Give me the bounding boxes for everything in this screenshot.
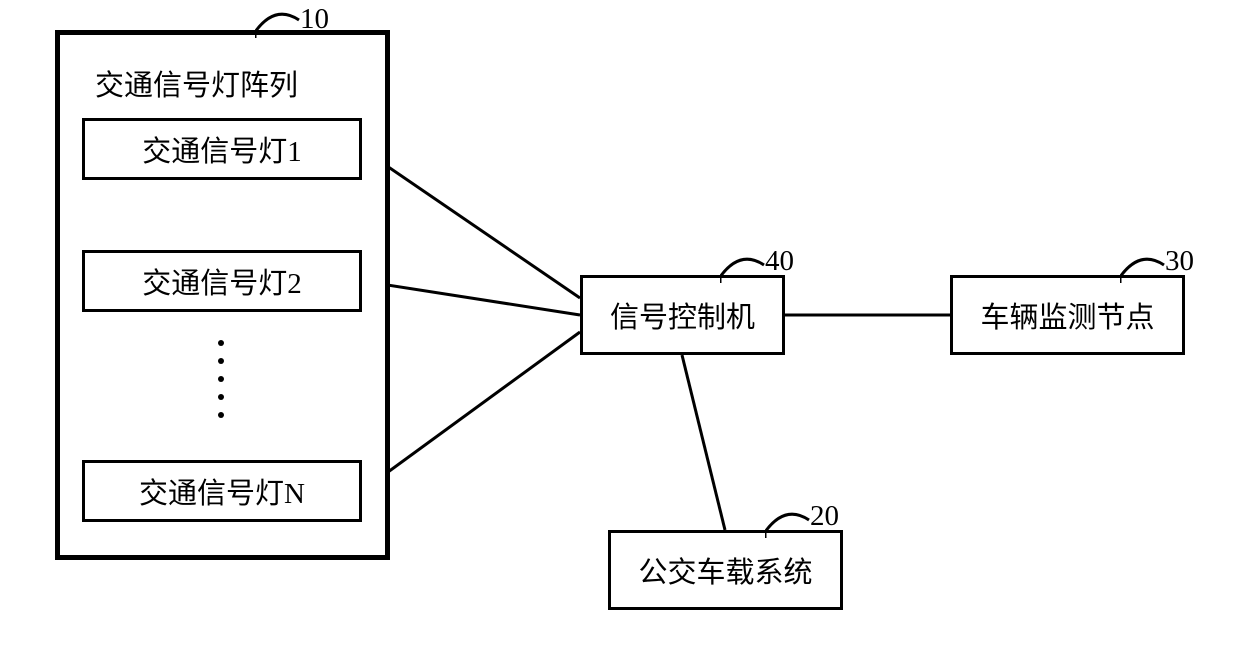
ellipsis-vertical-icon — [218, 340, 224, 418]
ref-label-30: 30 — [1165, 245, 1194, 278]
traffic-light-n-label: 交通信号灯N — [139, 470, 305, 512]
ref-label-40: 40 — [765, 245, 794, 278]
signal-controller-label: 信号控制机 — [610, 294, 755, 336]
edge-light1-controller — [362, 149, 580, 298]
traffic-light-1-box: 交通信号灯1 — [82, 118, 362, 180]
traffic-light-2-label: 交通信号灯2 — [142, 260, 302, 302]
traffic-light-array-title: 交通信号灯阵列 — [95, 62, 298, 104]
ref-label-20: 20 — [810, 500, 839, 533]
diagram-canvas: 交通信号灯阵列 10 交通信号灯1 交通信号灯2 交通信号灯N 信号控制机 40… — [0, 0, 1239, 661]
ref-tick-40-icon — [720, 253, 768, 283]
vehicle-monitor-node-box: 车辆监测节点 — [950, 275, 1185, 355]
traffic-light-1-label: 交通信号灯1 — [142, 128, 302, 170]
traffic-light-2-box: 交通信号灯2 — [82, 250, 362, 312]
ref-tick-10-icon — [255, 8, 303, 38]
edge-light2-controller — [362, 281, 580, 315]
traffic-light-n-box: 交通信号灯N — [82, 460, 362, 522]
vehicle-monitor-node-label: 车辆监测节点 — [980, 294, 1154, 336]
ref-label-10: 10 — [300, 3, 329, 36]
bus-onboard-system-box: 公交车载系统 — [608, 530, 843, 610]
signal-controller-box: 信号控制机 — [580, 275, 785, 355]
edge-lightn-controller — [362, 332, 580, 491]
edge-controller-bus — [682, 355, 725, 530]
ref-tick-30-icon — [1120, 253, 1168, 283]
ref-tick-20-icon — [765, 508, 813, 538]
bus-onboard-system-label: 公交车载系统 — [638, 549, 812, 591]
